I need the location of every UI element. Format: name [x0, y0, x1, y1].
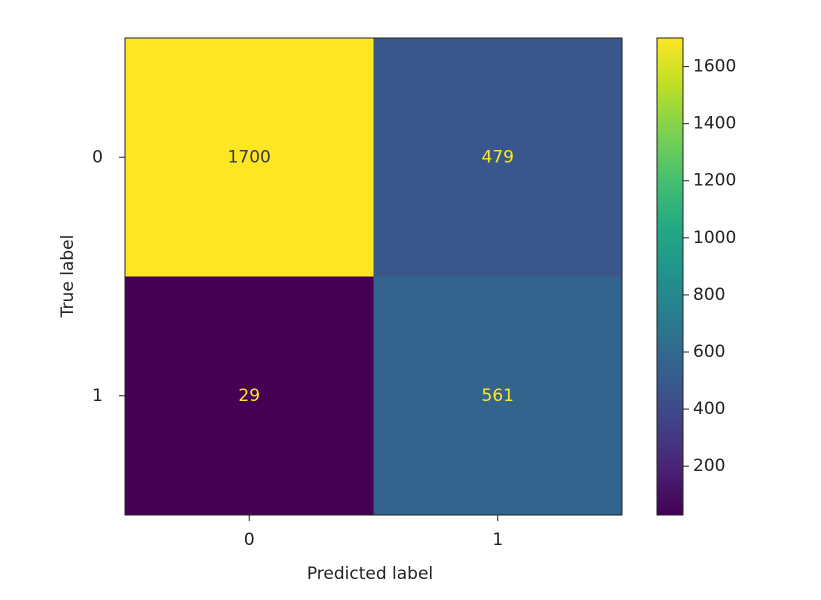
colorbar-tick-label: 1400 — [693, 114, 736, 134]
cell-label: 479 — [482, 147, 514, 167]
x-axis-label: Predicted label — [307, 564, 433, 584]
colorbar-tick-label: 600 — [693, 342, 725, 362]
colorbar-tick-label: 800 — [693, 285, 725, 305]
x-tick-label: 1 — [492, 530, 503, 550]
cell-label: 1700 — [228, 147, 271, 167]
x-tick-label: 0 — [244, 530, 255, 550]
plot-frame — [124, 37, 623, 516]
colorbar-tick-label: 400 — [693, 399, 725, 419]
y-tick-label: 1 — [92, 386, 103, 406]
colorbar-tick-label: 1000 — [693, 228, 736, 248]
heatmap-cell — [373, 276, 622, 515]
colorbar-tick-label: 200 — [693, 456, 725, 476]
cell-label: 29 — [238, 386, 260, 406]
colorbar-tick-label: 1200 — [693, 171, 736, 191]
colorbar — [656, 37, 684, 516]
y-axis-label: True label — [58, 235, 78, 319]
colorbar-tick-label: 1600 — [693, 57, 736, 77]
heatmap-cell — [125, 38, 374, 277]
heatmap-cell — [373, 38, 622, 277]
y-tick-label: 0 — [92, 147, 103, 167]
cell-label: 561 — [482, 386, 514, 406]
heatmap-cell — [125, 276, 374, 515]
